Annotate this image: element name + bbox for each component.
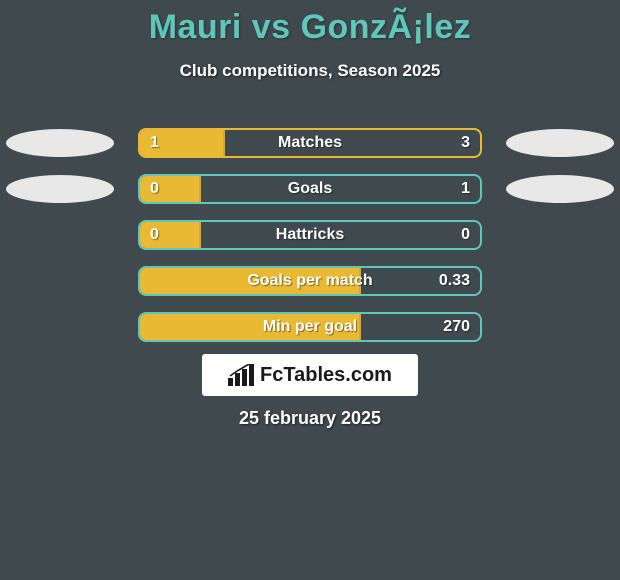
snapshot-date: 25 february 2025 [0,408,620,429]
left-value: 0 [150,180,159,198]
right-value: 0.33 [439,272,470,290]
left-value: 0 [150,226,159,244]
left-value: 1 [150,134,159,152]
compare-row: 0 Hattricks 0 [0,212,620,258]
right-value: 1 [461,180,470,198]
metric-label: Min per goal [263,318,357,336]
compare-row: Goals per match 0.33 [0,258,620,304]
right-value: 0 [461,226,470,244]
metric-label: Hattricks [276,226,344,244]
player-right-marker [506,129,614,157]
metric-bar: Goals per match 0.33 [138,266,482,296]
player-left-marker [6,175,114,203]
right-value: 270 [443,318,470,336]
metric-bar: 0 Goals 1 [138,174,482,204]
player-right-marker [506,175,614,203]
metric-bar: Min per goal 270 [138,312,482,342]
compare-row: Min per goal 270 [0,304,620,350]
metric-bar: 0 Hattricks 0 [138,220,482,250]
comparison-chart: 1 Matches 3 0 Goals 1 0 Hattricks 0 Goals per mat… [0,120,620,350]
metric-label: Goals per match [247,272,372,290]
page-subtitle: Club competitions, Season 2025 [0,61,620,81]
compare-row: 0 Goals 1 [0,166,620,212]
metric-bar: 1 Matches 3 [138,128,482,158]
page-title: Mauri vs GonzÃ¡lez [0,0,620,47]
metric-label: Goals [288,180,332,198]
logo-text: FcTables.com [260,364,392,387]
player-left-marker [6,129,114,157]
bar-chart-icon [228,364,254,386]
compare-row: 1 Matches 3 [0,120,620,166]
right-value: 3 [461,134,470,152]
fctables-logo[interactable]: FcTables.com [202,354,418,396]
metric-label: Matches [278,134,342,152]
